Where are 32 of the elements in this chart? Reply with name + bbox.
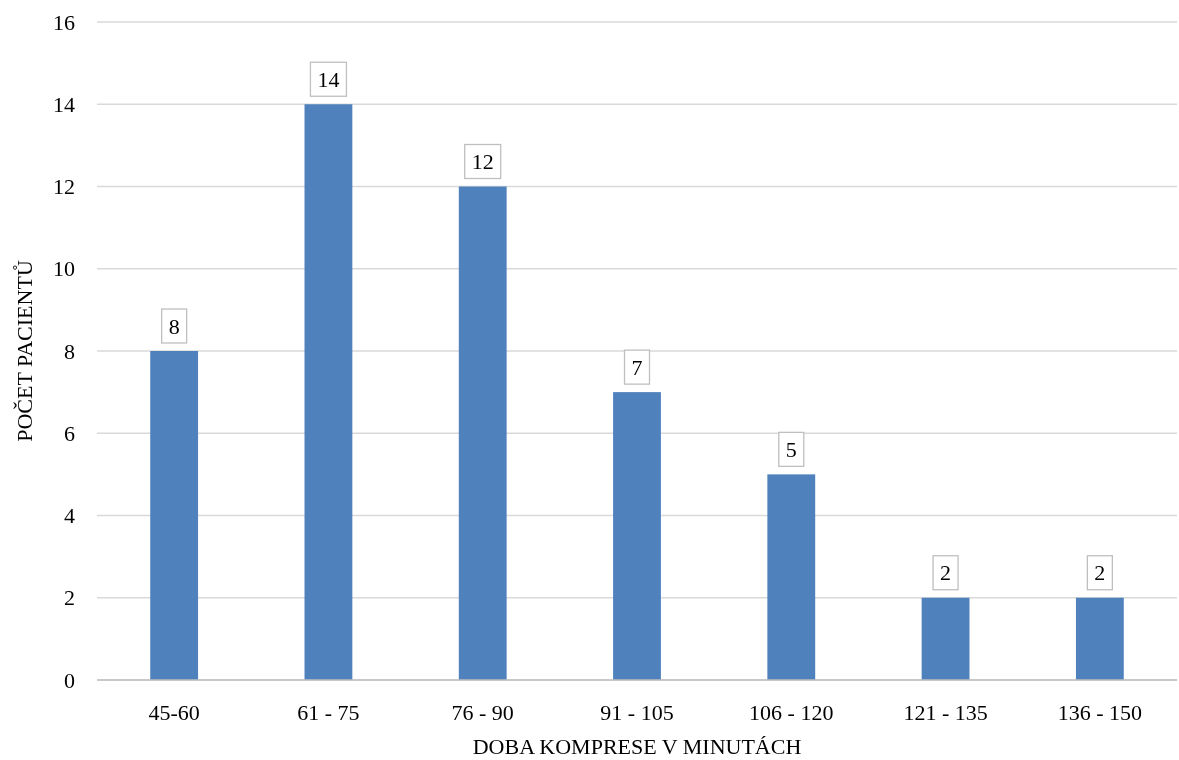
data-label: 5	[785, 437, 797, 463]
bar	[767, 474, 816, 680]
x-tick-label: 121 - 135	[903, 700, 988, 725]
data-label: 2	[1094, 560, 1106, 586]
y-tick-label: 6	[64, 420, 75, 446]
x-axis-title: DOBA KOMPRESE V MINUTÁCH	[472, 734, 802, 759]
y-tick-label: 16	[53, 9, 75, 35]
bar	[304, 104, 353, 680]
bar	[1075, 597, 1124, 680]
bar	[150, 351, 199, 680]
y-axis-title: POČET PACIENTŮ	[12, 260, 37, 442]
x-tick-label: 136 - 150	[1057, 700, 1143, 725]
y-tick-label: 0	[64, 667, 75, 693]
y-tick-label: 2	[64, 585, 75, 611]
bar	[921, 597, 970, 680]
data-label: 7	[631, 354, 643, 380]
x-tick-label: 61 - 75	[297, 700, 360, 725]
x-tick-label: 76 - 90	[451, 700, 514, 725]
bar	[613, 392, 661, 680]
data-label: 14	[317, 66, 340, 92]
data-label: 12	[471, 149, 494, 175]
y-tick-label: 8	[64, 338, 75, 364]
y-tick-label: 4	[64, 503, 75, 529]
x-tick-label: 45-60	[148, 700, 200, 725]
data-label: 2	[940, 560, 952, 586]
bar	[458, 186, 507, 680]
y-tick-label: 12	[53, 174, 75, 200]
x-tick-label: 91 - 105	[600, 700, 674, 725]
x-tick-label: 106 - 120	[749, 700, 834, 725]
y-tick-label: 14	[53, 91, 75, 117]
y-tick-label: 10	[53, 256, 75, 282]
data-label: 8	[168, 313, 180, 339]
